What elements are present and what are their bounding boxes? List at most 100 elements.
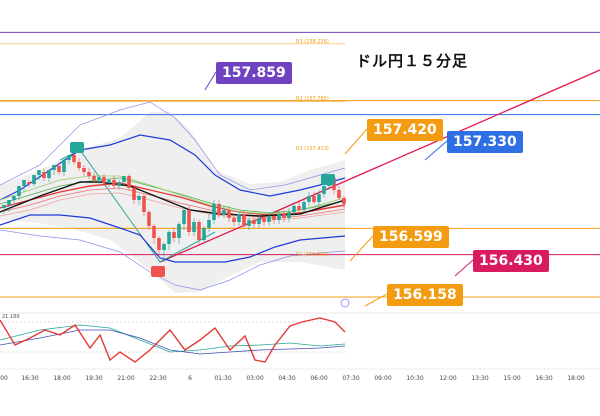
- candle-body-38: [192, 222, 196, 232]
- candle-body-12: [62, 160, 66, 172]
- candle-body-51: [257, 218, 261, 224]
- candle-body-47: [237, 214, 241, 222]
- candle-body-58: [292, 206, 296, 212]
- candle-body-11: [57, 166, 61, 172]
- candle-body-67: [337, 190, 341, 198]
- x-tick-4: 21:00: [117, 375, 135, 382]
- x-tick-7: 01:30: [214, 375, 232, 382]
- candle-body-2: [12, 196, 16, 200]
- callout-connector-2: [424, 140, 448, 161]
- signal-marker-high-2: [321, 174, 335, 185]
- candle-body-5: [27, 182, 31, 184]
- osc-slow-line: [0, 329, 346, 355]
- candle-body-63: [317, 194, 321, 202]
- candle-body-10: [52, 165, 56, 170]
- candle-body-60: [302, 202, 306, 210]
- candle-body-15: [77, 162, 81, 168]
- candle-body-46: [232, 218, 236, 222]
- chart-title: ドル円１５分足: [356, 52, 469, 70]
- signal-marker-low: [151, 266, 165, 277]
- candle-body-28: [142, 196, 146, 212]
- candle-body-68: [342, 198, 346, 204]
- x-tick-1: 16:30: [21, 375, 39, 382]
- callout-connector-3: [349, 235, 374, 262]
- callout-connector-1: [344, 128, 368, 155]
- candle-body-7: [37, 170, 41, 175]
- candle-body-55: [277, 214, 281, 220]
- candle-body-54: [272, 216, 276, 220]
- candle-body-16: [82, 168, 86, 172]
- candle-body-18: [92, 176, 96, 180]
- candle-body-56: [282, 214, 286, 218]
- x-tick-10: 06:00: [310, 375, 328, 382]
- candle-body-45: [227, 210, 231, 218]
- candle-body-59: [297, 206, 301, 210]
- ma-ribbon-4: [0, 175, 346, 215]
- pivot-r1-label: R1 (157.413): [296, 146, 329, 152]
- candle-body-33: [167, 232, 171, 244]
- candle-body-24: [122, 176, 126, 182]
- pivot-r2-label: R2 (157.785): [296, 96, 329, 102]
- candle-body-1: [7, 200, 11, 205]
- pivot-r3-label: R3 (158.226): [296, 39, 329, 45]
- candle-body-6: [32, 175, 36, 184]
- x-tick-0: 00: [0, 375, 8, 382]
- candle-body-22: [112, 180, 116, 186]
- x-tick-3: 19:30: [85, 375, 103, 382]
- candle-body-39: [197, 222, 201, 240]
- x-tick-12: 09:00: [374, 375, 392, 382]
- candle-body-23: [117, 182, 121, 186]
- candle-body-53: [267, 216, 271, 222]
- candle-body-3: [17, 186, 21, 196]
- x-tick-14: 12:00: [439, 375, 457, 382]
- candle-body-40: [202, 228, 206, 240]
- callout-156-158: 156.158: [387, 284, 463, 306]
- candle-body-36: [182, 210, 186, 224]
- candle-body-52: [262, 218, 266, 222]
- callout-157-859: 157.859: [216, 62, 292, 84]
- candle-body-20: [102, 177, 106, 183]
- candle-body-62: [312, 196, 316, 202]
- bb-upper2-line: [0, 101, 346, 191]
- alert-icon: [340, 298, 350, 308]
- x-tick-15: 13:30: [471, 375, 489, 382]
- bb-lower-line: [0, 214, 346, 263]
- candle-body-31: [157, 238, 161, 250]
- candle-body-34: [172, 232, 176, 238]
- callout-connector-5: [364, 293, 388, 307]
- candle-body-14: [72, 155, 76, 162]
- candle-body-25: [127, 176, 131, 188]
- x-tick-8: 03:00: [246, 375, 264, 382]
- x-tick-11: 07:30: [342, 375, 360, 382]
- candle-body-26: [132, 188, 136, 200]
- x-tick-16: 15:00: [503, 375, 521, 382]
- callout-connector-0: [204, 71, 217, 91]
- candle-body-21: [107, 180, 111, 183]
- candle-body-37: [187, 210, 191, 232]
- x-tick-5: 22:30: [149, 375, 167, 382]
- trend-line: [159, 69, 600, 263]
- candle-body-30: [152, 226, 156, 238]
- candle-body-13: [67, 155, 71, 160]
- signal-marker-high-1: [70, 142, 84, 153]
- candle-body-0: [2, 205, 6, 208]
- candle-body-42: [212, 204, 216, 220]
- pivot-s1-label: S1 (156.600): [296, 252, 329, 258]
- candle-body-50: [252, 220, 256, 224]
- osc-signal-line: [0, 324, 346, 353]
- candle-body-61: [307, 196, 311, 202]
- x-tick-17: 16:30: [535, 375, 553, 382]
- callout-156-430: 156.430: [473, 250, 549, 272]
- candle-body-32: [162, 244, 166, 250]
- callout-156-599: 156.599: [373, 226, 449, 248]
- callout-157-330: 157.330: [447, 131, 523, 153]
- candle-body-44: [222, 210, 226, 215]
- candle-body-57: [287, 212, 291, 218]
- candle-body-19: [97, 177, 101, 180]
- x-tick-18: 18:00: [567, 375, 585, 382]
- candle-body-35: [177, 224, 181, 238]
- osc-main-line: [0, 317, 346, 363]
- candle-body-41: [207, 220, 211, 228]
- candle-body-17: [87, 172, 91, 176]
